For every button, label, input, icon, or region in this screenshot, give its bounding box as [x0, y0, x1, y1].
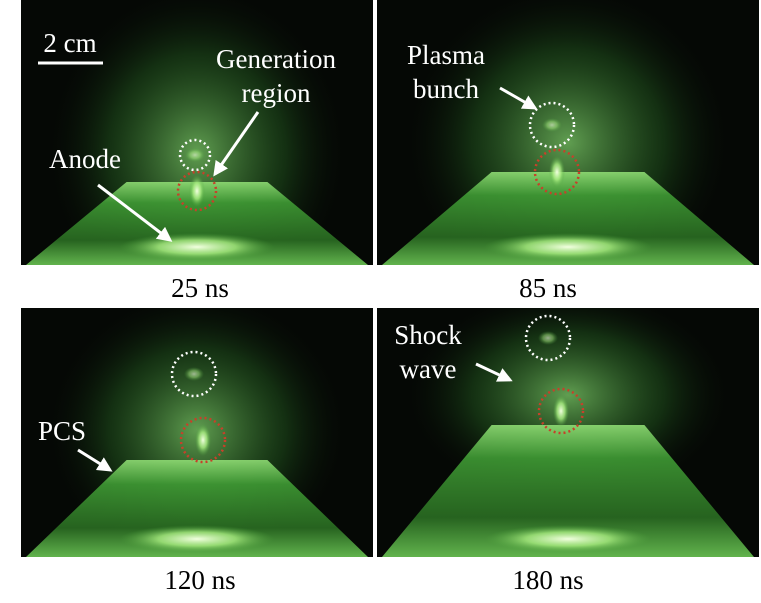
hot-spot — [189, 175, 205, 207]
marker-circle — [524, 314, 572, 362]
annotation: bunch — [413, 74, 479, 104]
anode — [382, 172, 754, 265]
bunch — [185, 148, 205, 162]
annotation: Generation — [216, 44, 336, 74]
photo — [377, 0, 759, 265]
arrow — [499, 86, 538, 110]
photo-panel — [21, 0, 373, 265]
marker-circle — [178, 138, 212, 172]
hot-spot — [549, 156, 565, 188]
bunch — [542, 118, 562, 132]
labels: 2 cm Generation region Anode Plasma bunc… — [38, 28, 584, 595]
marker-circle — [528, 101, 576, 149]
marker-circle — [533, 148, 581, 196]
anode — [26, 182, 368, 265]
marker-circle — [537, 387, 585, 435]
anode — [26, 460, 368, 557]
bunch — [538, 331, 558, 345]
marker-circle — [176, 170, 218, 212]
photo-panel — [377, 308, 759, 557]
anode-tip — [119, 233, 275, 261]
arrow — [97, 183, 173, 242]
annotation: Plasma — [407, 40, 485, 70]
hot-spot — [553, 395, 569, 427]
anode — [382, 425, 754, 557]
scale-bar-label: 2 cm — [43, 28, 96, 58]
annotation: Shock — [394, 320, 462, 350]
anode-tip — [119, 525, 275, 553]
arrow — [213, 111, 260, 177]
annotation: PCS — [38, 416, 86, 446]
anode-tip — [483, 233, 653, 261]
hot-spot — [195, 424, 211, 456]
photo — [21, 0, 373, 265]
arrow — [475, 362, 513, 382]
panels — [21, 0, 759, 557]
marker-circle — [170, 350, 218, 398]
photo — [21, 308, 373, 557]
annotation: region — [242, 78, 311, 108]
time-label: 85 ns — [519, 273, 577, 303]
time-label: 120 ns — [164, 565, 235, 595]
arrow — [77, 448, 113, 472]
bunch — [184, 367, 204, 381]
annotation: wave — [400, 354, 457, 384]
anode-tip — [483, 525, 653, 553]
photo-panel — [21, 308, 373, 557]
marker-circle — [179, 416, 227, 464]
time-label: 25 ns — [171, 273, 229, 303]
annotation: Anode — [49, 144, 121, 174]
photo-panel — [377, 0, 759, 265]
time-label: 180 ns — [512, 565, 583, 595]
